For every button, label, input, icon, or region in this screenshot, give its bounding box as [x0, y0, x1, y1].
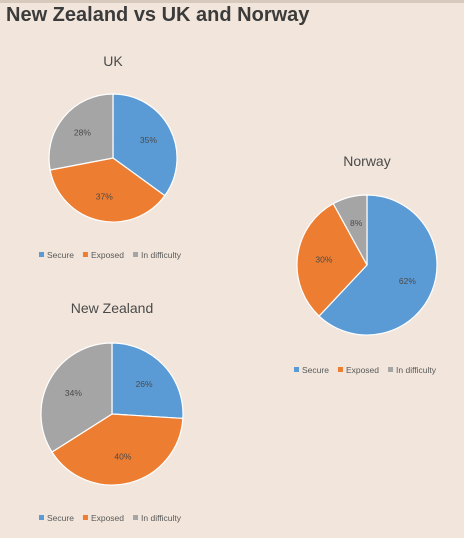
data-label-norway-in-difficulty: 8% [350, 218, 363, 228]
data-label-norway-secure: 62% [399, 276, 416, 286]
data-label-norway-exposed: 30% [315, 255, 332, 265]
pie-slice-norway-in-difficulty [332, 194, 368, 266]
legend-label-exposed: Exposed [91, 250, 124, 260]
legend-swatch-in-difficulty [388, 367, 394, 372]
pie-chart-uk: UK 35% 37% 28% Secure Exposed In difficulty [39, 53, 182, 260]
legend-new-zealand: Secure Exposed In difficulty [39, 513, 182, 523]
pie-slice-norway-secure [318, 194, 438, 336]
legend-swatch-exposed [337, 367, 343, 372]
pie-slice-new-zealand-secure [111, 342, 184, 420]
legend-norway: Secure Exposed In difficulty [294, 365, 437, 375]
pie-slice-new-zealand-in-difficulty [40, 342, 113, 453]
page-title: New Zealand vs UK and Norway [6, 4, 310, 26]
data-label-new-zealand-in-difficulty: 34% [65, 388, 82, 398]
pie-slice-uk-in-difficulty [48, 93, 114, 171]
legend-label-secure: Secure [302, 365, 329, 375]
chart-title-new-zealand: New Zealand [71, 300, 154, 316]
legend-label-exposed: Exposed [346, 365, 379, 375]
pie-slice-uk-secure [112, 93, 178, 197]
legend-swatch-exposed [82, 515, 88, 520]
pie-chart-norway: Norway 62% 30% 8% Secure Exposed In difficulty [294, 153, 438, 375]
legend-label-in-difficulty: In difficulty [396, 365, 437, 375]
data-label-new-zealand-exposed: 40% [114, 452, 131, 462]
legend-swatch-exposed [82, 252, 88, 257]
data-label-new-zealand-secure: 26% [136, 379, 153, 389]
chart-title-uk: UK [103, 53, 123, 69]
legend-swatch-in-difficulty [133, 252, 139, 257]
legend-swatch-in-difficulty [133, 515, 139, 520]
pie-slice-norway-exposed [296, 202, 368, 317]
legend-label-secure: Secure [47, 250, 74, 260]
legend-uk: Secure Exposed In difficulty [39, 250, 182, 260]
legend-label-in-difficulty: In difficulty [141, 250, 182, 260]
data-label-uk-exposed: 37% [96, 192, 113, 202]
legend-label-in-difficulty: In difficulty [141, 513, 182, 523]
data-label-uk-secure: 35% [140, 135, 157, 145]
legend-label-secure: Secure [47, 513, 74, 523]
legend-label-exposed: Exposed [91, 513, 124, 523]
legend-swatch-secure [39, 515, 44, 520]
pie-slice-uk-exposed [49, 157, 166, 223]
data-label-uk-in-difficulty: 28% [74, 128, 91, 138]
top-accent-bar [0, 0, 464, 3]
legend-swatch-secure [39, 252, 44, 257]
pie-chart-new-zealand: New Zealand 26% 40% 34% Secure Exposed In diff… [39, 300, 184, 523]
chart-title-norway: Norway [343, 153, 390, 169]
legend-swatch-secure [294, 367, 299, 372]
